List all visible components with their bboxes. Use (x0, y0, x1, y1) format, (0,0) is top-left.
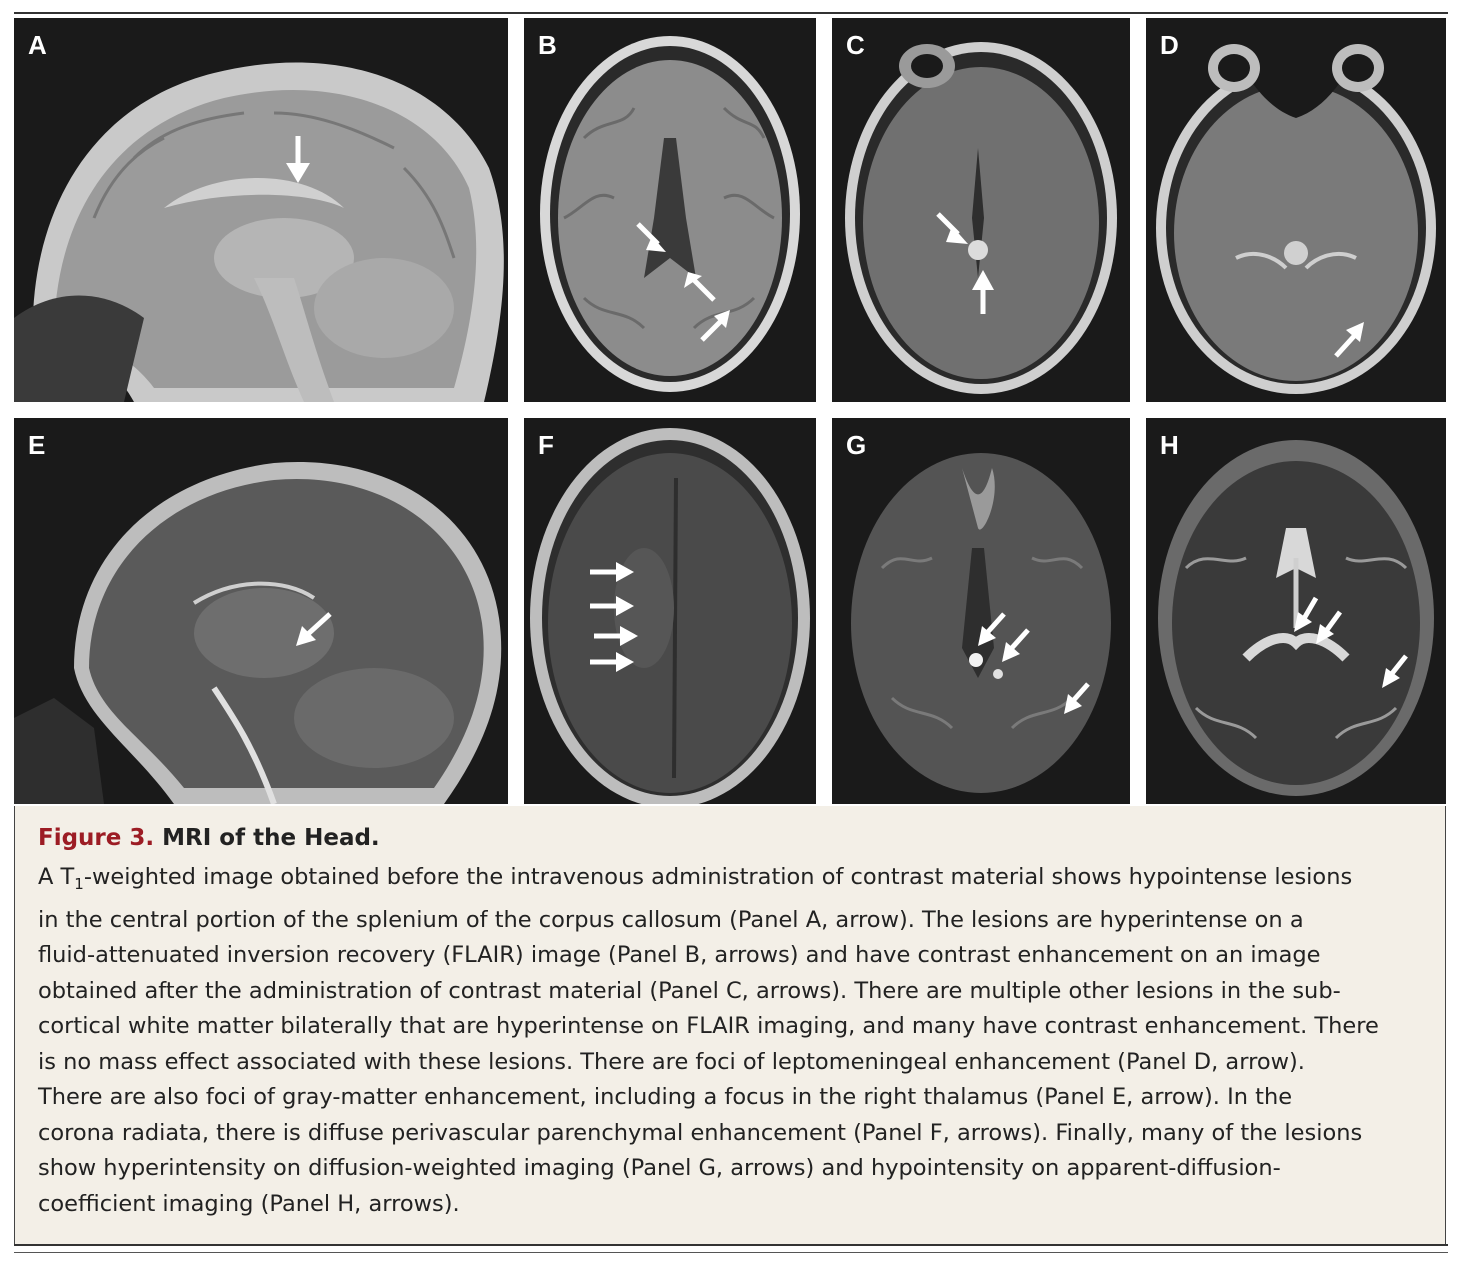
arrow-icon (636, 222, 730, 342)
figure-number: Figure 3. (38, 825, 155, 851)
caption-line: fluid-attenuated inversion recovery (FLA… (38, 942, 1321, 968)
panel-a: A (14, 18, 508, 402)
arrow-icon (936, 212, 994, 314)
bottom-rule-thin (14, 1252, 1448, 1253)
panel-label: G (846, 430, 867, 460)
caption-subscript: 1 (74, 875, 84, 893)
panel-f: F (524, 418, 816, 804)
panel-b-image (524, 18, 816, 402)
panel-e: E (14, 418, 508, 804)
panel-g: G (832, 418, 1130, 804)
caption-line: A T1-weighted image obtained before the … (38, 860, 1428, 903)
arrow-icon (1294, 596, 1408, 688)
panel-b: B (524, 18, 816, 402)
caption-line: There are also foci of gray-matter enhan… (38, 1084, 1293, 1110)
caption-heading: Figure 3. MRI of the Head. (38, 822, 1428, 854)
panel-label: C (846, 30, 865, 60)
arrow-icon (978, 612, 1090, 714)
panel-h: H (1146, 418, 1446, 804)
arrow-icon (590, 562, 638, 672)
panel-label: B (538, 30, 557, 60)
panel-h-image (1146, 418, 1446, 804)
panel-label: F (538, 430, 554, 460)
arrow-icon (1334, 322, 1364, 358)
panel-f-image (524, 418, 816, 804)
caption-line: coefficient imaging (Panel H, arrows). (38, 1190, 460, 1217)
figure-caption: Figure 3. MRI of the Head. A T1-weighted… (38, 822, 1428, 1222)
bottom-rule (14, 1244, 1448, 1246)
caption-first-rest: -weighted image obtained before the intr… (83, 864, 1353, 890)
caption-prefix: A T (38, 864, 75, 890)
panel-label: A (28, 30, 47, 60)
caption-line: cortical white matter bilaterally that a… (38, 1013, 1379, 1039)
caption-line: show hyperintensity on diffusion-weighte… (38, 1155, 1281, 1181)
panel-e-image (14, 418, 508, 804)
panel-d-image (1146, 18, 1446, 402)
figure-title: MRI of the Head. (162, 825, 380, 851)
panel-label: H (1160, 430, 1179, 460)
top-rule (14, 12, 1448, 14)
caption-line: corona radiata, there is diffuse perivas… (38, 1119, 1363, 1146)
panel-g-image (832, 418, 1130, 804)
panel-label: D (1160, 30, 1179, 60)
panel-c: C (832, 18, 1130, 402)
panel-d: D (1146, 18, 1446, 402)
arrow-icon (296, 612, 332, 646)
panel-label: E (28, 430, 46, 460)
arrow-icon (286, 136, 310, 183)
caption-line: is no mass effect associated with these … (38, 1048, 1305, 1075)
panel-a-image (14, 18, 508, 402)
caption-line: in the central portion of the splenium o… (38, 906, 1304, 933)
caption-line: obtained after the administration of con… (38, 977, 1341, 1004)
panel-c-image (832, 18, 1130, 402)
